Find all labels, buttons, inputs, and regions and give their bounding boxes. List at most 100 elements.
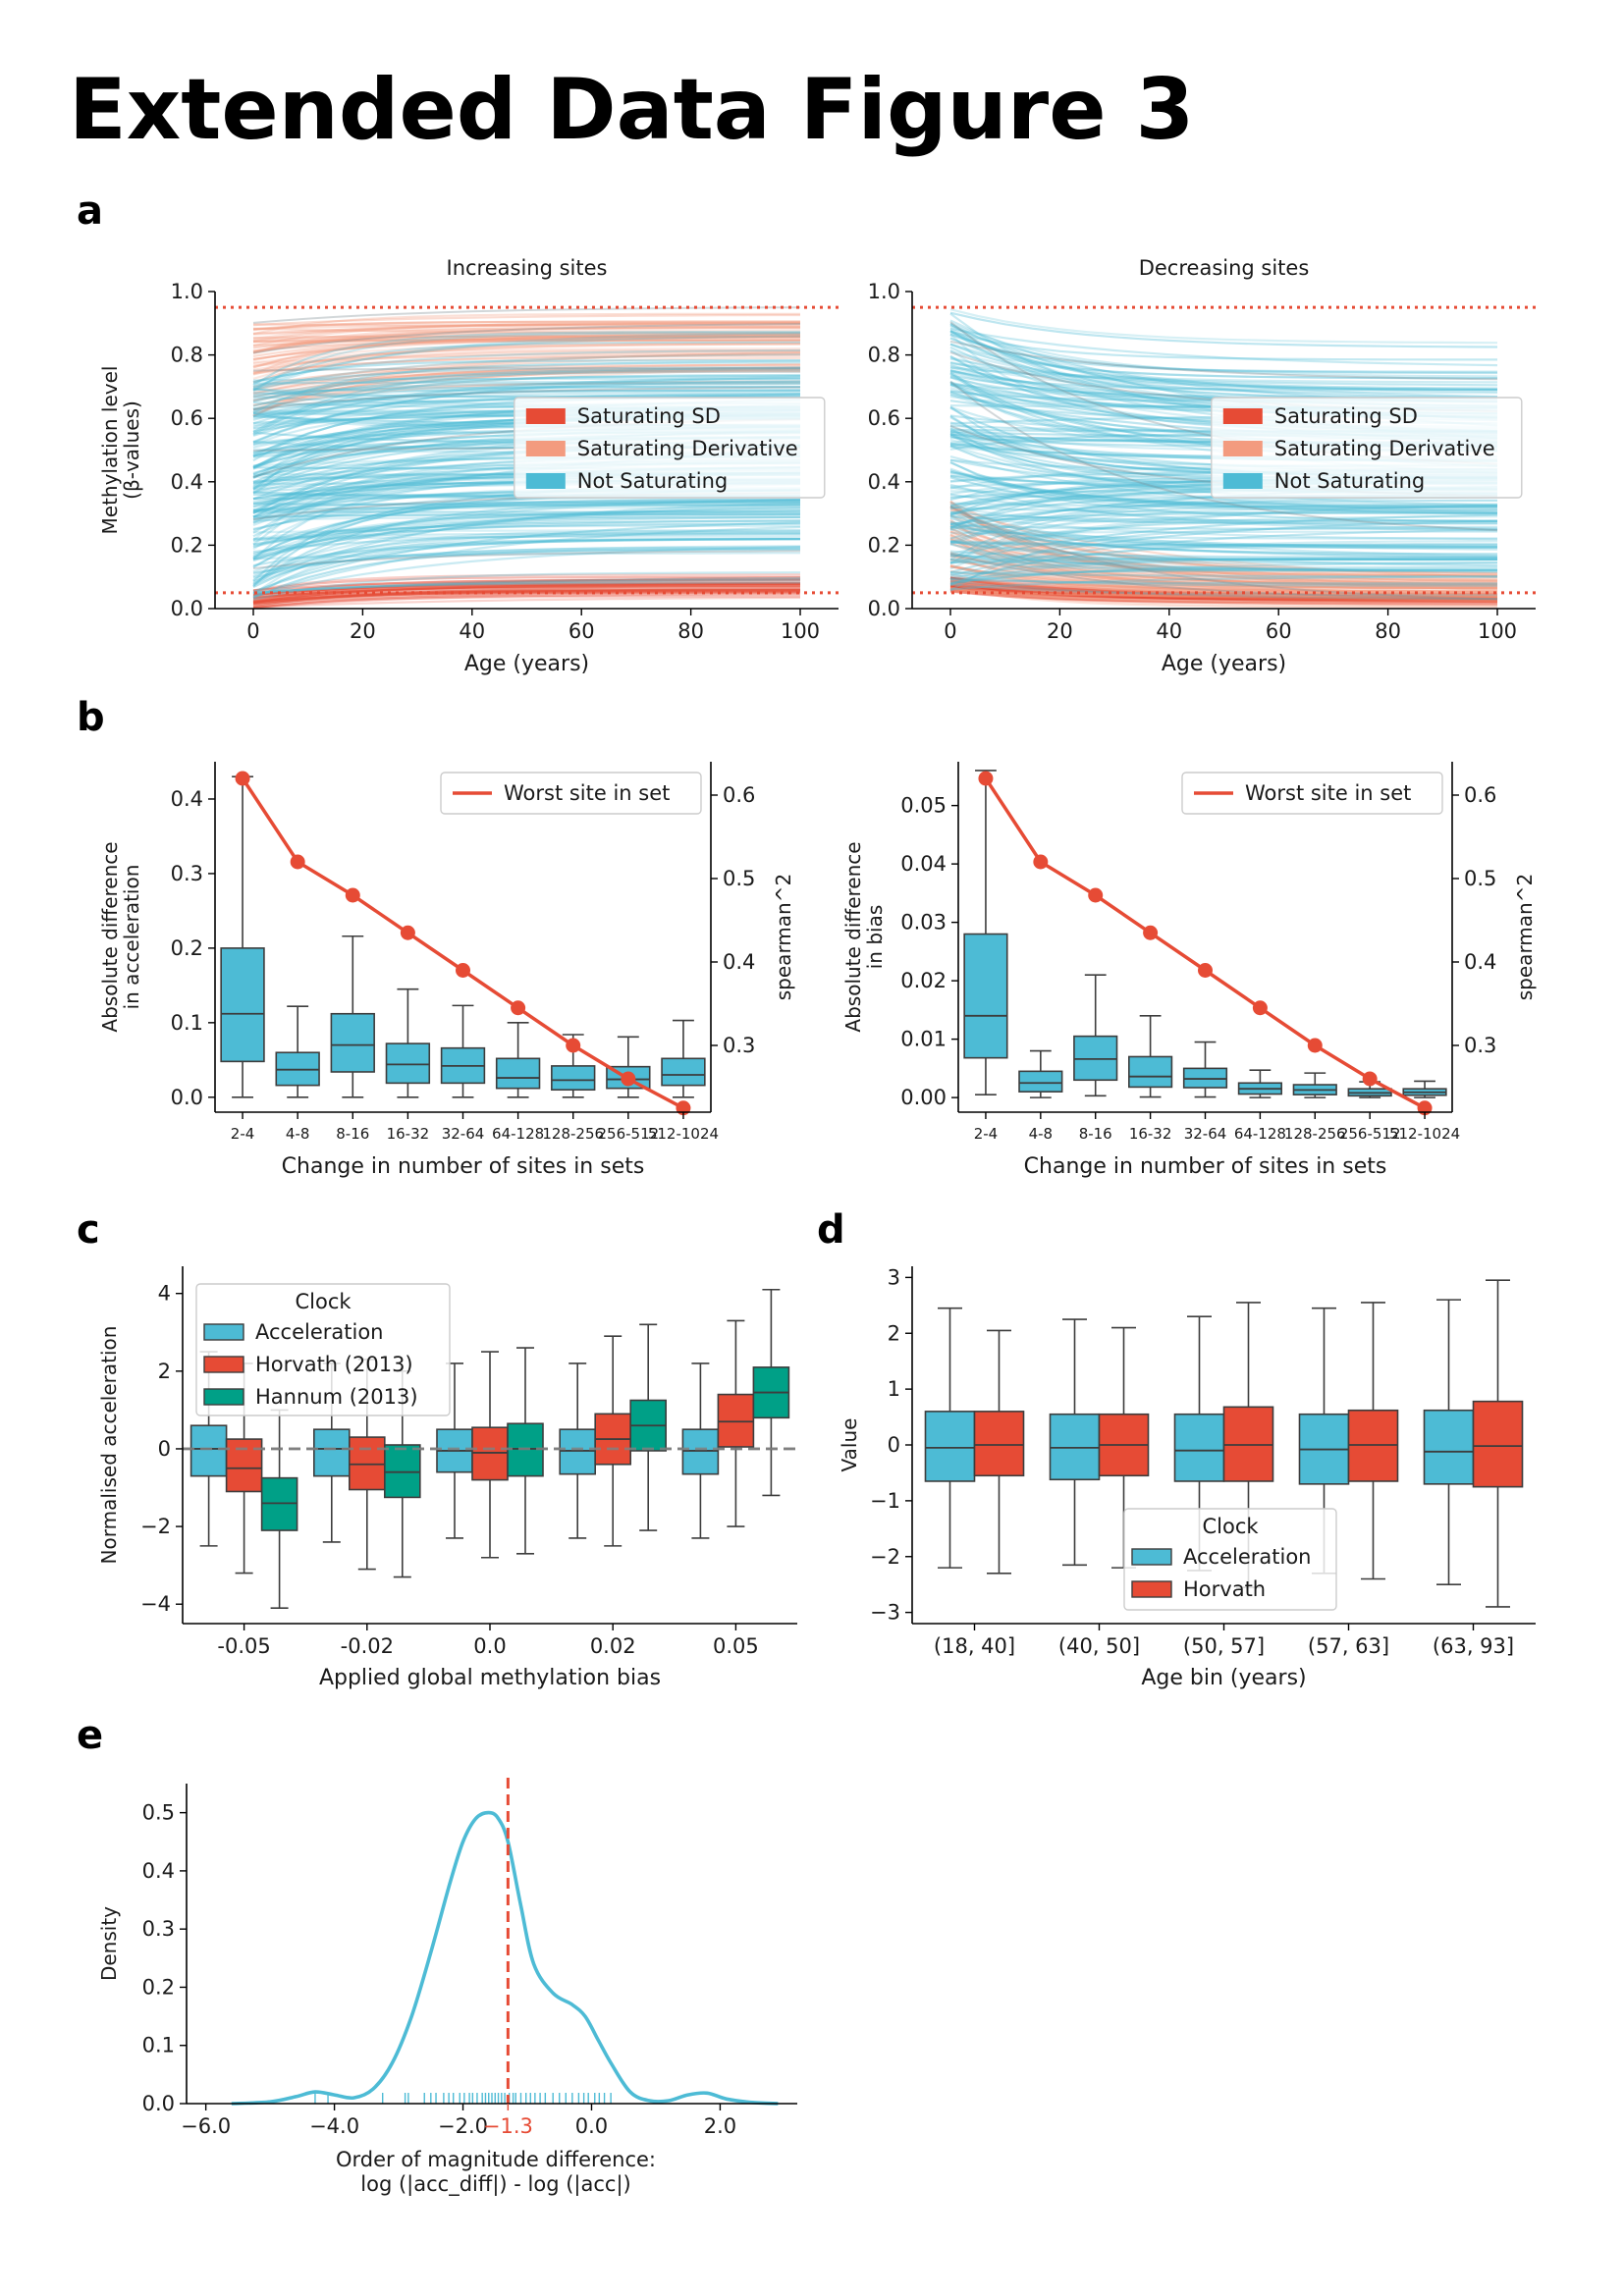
trajectory-line — [949, 520, 1498, 588]
box-iqr — [225, 1438, 263, 1493]
legend-frame — [1181, 772, 1443, 815]
box-iqr — [471, 1426, 509, 1481]
trajectory-line — [252, 377, 801, 437]
trajectory-line — [252, 382, 801, 414]
trajectory-line — [949, 583, 1497, 597]
trajectory-line — [252, 519, 801, 559]
y2-axis-label: spearman^2 — [1513, 874, 1537, 1000]
trajectory-line — [252, 370, 800, 417]
trajectory-line — [949, 585, 1498, 604]
trajectory-line — [949, 576, 1497, 599]
x-tick-label: 60 — [1266, 619, 1292, 643]
x-tick-label: 2-4 — [974, 1125, 999, 1143]
trajectory-line — [252, 368, 800, 417]
trajectory-line — [252, 529, 800, 534]
trajectory-line — [252, 590, 801, 605]
rug-marks — [314, 2093, 612, 2104]
trajectory-line — [949, 334, 1498, 399]
trajectory-line — [949, 540, 1497, 547]
methylation-trajectories — [949, 308, 1498, 609]
trajectory-line — [949, 527, 1498, 588]
x-axis-label: Change in number of sites in sets — [282, 1154, 645, 1179]
panel-a-inc: 0.0 0.2 0.4 0.6 0.8 1.0 0 20 40 60 80 100 Increasing… — [98, 256, 839, 676]
trajectory-line — [252, 586, 801, 603]
trajectory-line — [949, 590, 1498, 607]
box — [752, 1288, 790, 1497]
trajectory-line — [949, 519, 1497, 563]
trajectory-line — [949, 564, 1498, 597]
trajectory-line — [252, 342, 801, 364]
trajectory-line — [949, 370, 1497, 392]
trajectory-line — [252, 335, 801, 357]
trajectory-line — [252, 505, 800, 520]
y-tick-label: 0.2 — [868, 533, 900, 557]
trajectory-line — [949, 583, 1497, 604]
trajectory-line — [252, 359, 800, 384]
box — [629, 1323, 668, 1531]
trajectory-line — [949, 528, 1498, 577]
x-tick-label: 80 — [1375, 619, 1401, 643]
panel-b-bias: 0.00 0.01 0.02 0.03 0.04 0.05 0.3 0.4 0.5 0.6 2-4 4… — [841, 762, 1537, 1179]
trajectory-line — [252, 519, 801, 546]
worst-site-point — [1033, 854, 1049, 870]
trajectory-line — [252, 521, 801, 593]
trajectory-line — [252, 339, 800, 352]
legend-swatch — [203, 1356, 244, 1373]
y-tick-label: 0.0 — [171, 1086, 203, 1109]
trajectory-line — [252, 575, 800, 593]
y-axis-label: Absolute difference — [98, 841, 122, 1032]
box-iqr — [385, 1042, 431, 1085]
trajectory-line — [949, 558, 1497, 587]
trajectory-line — [949, 510, 1497, 522]
trajectory-line — [252, 583, 800, 601]
trajectory-line — [252, 385, 800, 397]
box — [1472, 1279, 1524, 1608]
trajectory-line — [252, 552, 800, 561]
trajectory-line — [949, 380, 1498, 532]
x-tick-label: −4.0 — [309, 2114, 359, 2138]
worst-site-point — [456, 963, 470, 978]
x-tick-label: -0.05 — [217, 1634, 270, 1658]
trajectory-line — [949, 565, 1498, 593]
trajectory-line — [252, 530, 801, 578]
density-curve — [231, 1810, 779, 2106]
y-tick-label: −4 — [140, 1592, 171, 1616]
x-tick-label: 8-16 — [336, 1125, 369, 1143]
trajectory-line — [252, 506, 801, 561]
trajectory-line — [949, 579, 1497, 598]
legend-label: Worst site in set — [504, 781, 670, 805]
trajectory-line — [252, 389, 800, 393]
trajectory-line — [949, 332, 1497, 373]
chart-title: Decreasing sites — [1139, 256, 1310, 280]
y-tick-label: −2 — [870, 1545, 900, 1569]
trajectory-line — [949, 590, 1497, 604]
series-saturating-derivative — [252, 312, 801, 417]
trajectory-line — [949, 539, 1498, 586]
trajectory-line — [949, 455, 1498, 513]
box-iqr — [260, 1476, 298, 1531]
trajectory-line — [949, 587, 1498, 604]
trajectory-line — [949, 557, 1498, 579]
trajectory-line — [252, 499, 801, 532]
x-tick-label: −6.0 — [181, 2114, 231, 2138]
trajectory-line — [949, 583, 1498, 600]
trajectory-line — [949, 486, 1497, 506]
legend-swatch — [1131, 1580, 1172, 1598]
trajectory-line — [252, 587, 800, 604]
trajectory-line — [949, 525, 1497, 592]
trajectory-line — [252, 335, 801, 371]
trajectory-line — [949, 576, 1498, 597]
trajectory-line — [252, 354, 801, 374]
worst-site-point — [1198, 963, 1213, 978]
trajectory-line — [949, 564, 1498, 603]
trajectory-line — [949, 555, 1498, 597]
trajectory-line — [949, 552, 1498, 597]
x-tick-label: 2.0 — [704, 2114, 736, 2138]
box — [717, 1319, 755, 1527]
legend-label: Saturating Derivative — [1274, 437, 1495, 460]
y-axis-label-units: (β-values) — [120, 400, 143, 500]
trajectory-line — [949, 587, 1497, 602]
trajectory-line — [949, 588, 1498, 603]
trajectory-line — [949, 516, 1497, 548]
x-tick-label: (63, 93] — [1433, 1634, 1514, 1658]
